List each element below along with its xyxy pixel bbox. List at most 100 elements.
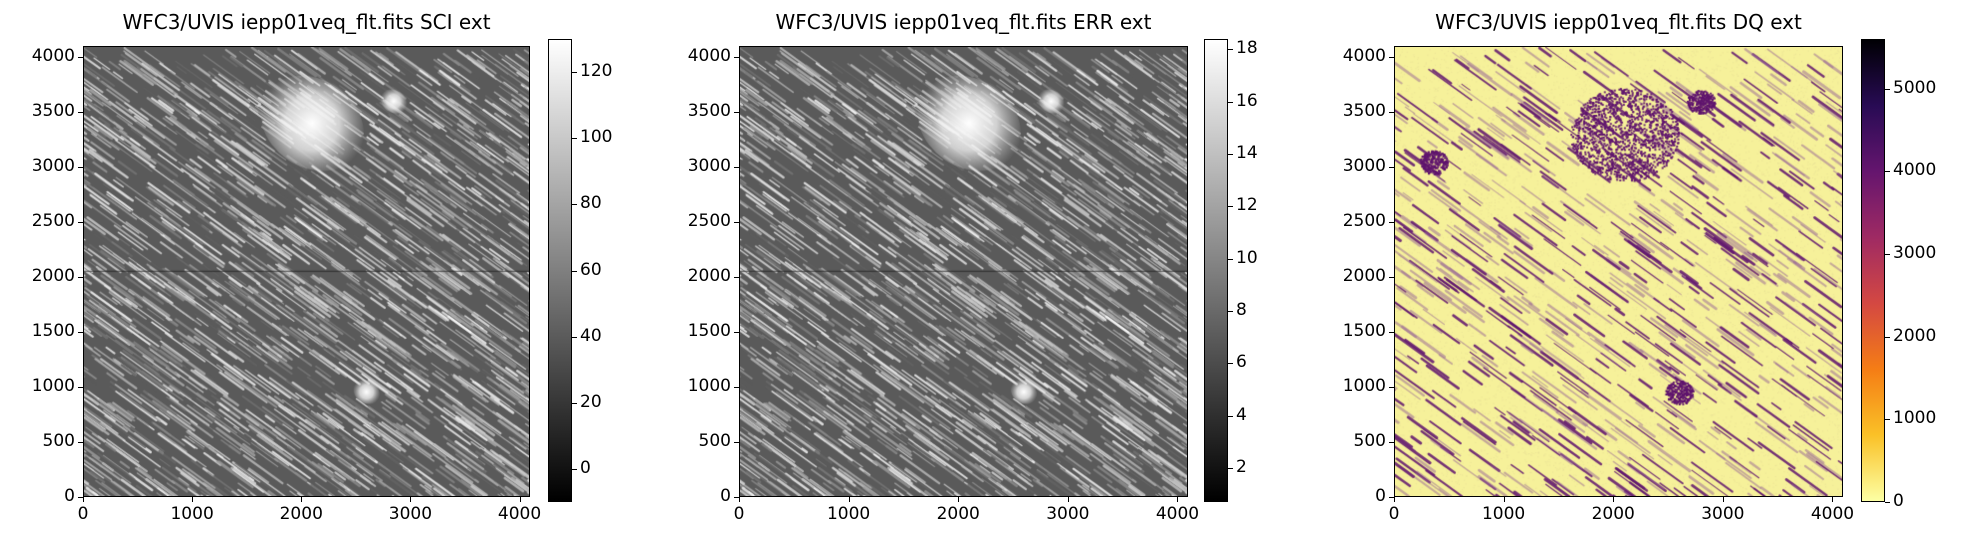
colorbar-tick-mark (572, 72, 577, 74)
colorbar-tick-label: 5000 (1893, 77, 1937, 98)
image-axes (1394, 46, 1843, 497)
colorbar-tick-mark (1228, 258, 1233, 260)
colorbar-tick-label: 2 (1236, 456, 1247, 477)
y-tick-mark (734, 331, 739, 333)
y-tick-label: 500 (42, 430, 75, 451)
colorbar-tick-mark (1228, 415, 1233, 417)
colorbar-tick-label: 14 (1236, 143, 1258, 164)
x-tick-mark (1613, 497, 1615, 502)
y-tick-label: 2000 (31, 265, 75, 286)
y-tick-label: 3000 (1342, 155, 1386, 176)
colorbar-tick-label: 4000 (1893, 160, 1937, 181)
colorbar (1861, 39, 1885, 502)
image-canvas (84, 47, 529, 496)
colorbar-tick-mark (572, 402, 577, 404)
colorbar-tick-mark (1885, 253, 1890, 255)
colorbar-tick-mark (1228, 49, 1233, 51)
image-canvas (740, 47, 1187, 496)
y-tick-label: 2500 (1342, 210, 1386, 231)
colorbar (548, 39, 572, 502)
x-tick-label: 1000 (170, 504, 214, 524)
x-tick-label: 4000 (497, 504, 542, 524)
colorbar-tick-label: 10 (1236, 247, 1258, 268)
x-tick-label: 4000 (1810, 504, 1855, 524)
colorbar-tick-label: 12 (1236, 195, 1258, 216)
y-tick-label: 3000 (31, 155, 75, 176)
y-tick-label: 3500 (1342, 100, 1386, 121)
y-tick-label: 0 (720, 486, 731, 506)
x-tick-mark (192, 497, 194, 502)
chart-title: WFC3/UVIS iepp01veq_flt.fits SCI ext (122, 10, 491, 34)
chart-title: WFC3/UVIS iepp01veq_flt.fits DQ ext (1435, 10, 1802, 34)
x-tick-mark (739, 497, 740, 502)
y-tick-mark (734, 56, 739, 58)
y-tick-label: 1500 (31, 320, 75, 341)
colorbar-tick-label: 18 (1236, 38, 1258, 59)
y-tick-mark (78, 331, 83, 333)
y-tick-label: 2000 (687, 265, 731, 286)
x-tick-label: 2000 (936, 504, 980, 524)
y-tick-mark (734, 441, 739, 443)
sci-panel: WFC3/UVIS iepp01veq_flt.fits SCI ext 0 100… (0, 0, 655, 545)
colorbar-tick-mark (1885, 419, 1890, 421)
colorbar-tick-label: 60 (580, 259, 602, 280)
x-tick-label: 3000 (1046, 504, 1090, 524)
colorbar-tick-mark (1885, 171, 1890, 173)
y-tick-label: 1000 (1342, 375, 1386, 396)
x-tick-label: 4000 (1155, 504, 1200, 524)
image-axes (739, 46, 1188, 497)
colorbar-tick-label: 100 (580, 127, 613, 148)
y-tick-mark (78, 166, 83, 168)
x-tick-label: 2000 (279, 504, 323, 524)
colorbar-tick-mark (1228, 311, 1233, 313)
y-tick-mark (1389, 386, 1394, 388)
y-tick-label: 0 (64, 486, 75, 506)
y-tick-mark (1389, 497, 1394, 498)
y-tick-label: 2500 (31, 210, 75, 231)
x-tick-mark (1503, 497, 1505, 502)
colorbar-tick-label: 120 (580, 61, 613, 82)
y-tick-mark (1389, 56, 1394, 58)
x-tick-mark (83, 497, 84, 502)
x-tick-mark (958, 497, 960, 502)
y-tick-label: 3500 (31, 100, 75, 121)
y-tick-mark (78, 497, 83, 498)
x-tick-mark (1722, 497, 1724, 502)
colorbar-tick-label: 0 (580, 457, 591, 478)
colorbar-tick-label: 4 (1236, 404, 1247, 425)
y-tick-label: 1000 (31, 375, 75, 396)
colorbar-tick-label: 40 (580, 325, 602, 346)
x-tick-mark (1832, 497, 1834, 502)
colorbar-tick-label: 80 (580, 193, 602, 214)
colorbar-tick-mark (1885, 502, 1890, 503)
x-tick-mark (1067, 497, 1069, 502)
image-canvas (1395, 47, 1842, 496)
y-tick-mark (734, 386, 739, 388)
colorbar-tick-mark (1228, 206, 1233, 208)
y-tick-label: 3500 (687, 100, 731, 121)
image-axes (83, 46, 530, 497)
x-tick-mark (519, 497, 521, 502)
colorbar (1204, 39, 1228, 502)
y-tick-mark (734, 111, 739, 113)
y-tick-mark (78, 276, 83, 278)
chart-title: WFC3/UVIS iepp01veq_flt.fits ERR ext (775, 10, 1152, 34)
y-tick-label: 2500 (687, 210, 731, 231)
x-tick-label: 0 (1388, 504, 1400, 524)
x-tick-label: 1000 (1481, 504, 1526, 524)
colorbar-tick-mark (572, 336, 577, 338)
colorbar-tick-label: 8 (1236, 300, 1247, 321)
y-tick-mark (1389, 111, 1394, 113)
x-tick-label: 3000 (1701, 504, 1745, 524)
y-tick-label: 1000 (687, 375, 731, 396)
colorbar-tick-mark (1228, 363, 1233, 365)
y-tick-label: 500 (698, 430, 731, 451)
y-tick-mark (1389, 166, 1394, 168)
colorbar-tick-label: 0 (1893, 491, 1904, 511)
colorbar-tick-mark (1885, 336, 1890, 338)
colorbar-tick-label: 1000 (1893, 408, 1937, 429)
y-tick-label: 4000 (687, 45, 731, 66)
err-panel: WFC3/UVIS iepp01veq_flt.fits ERR ext 0 100… (655, 0, 1310, 545)
x-tick-mark (410, 497, 412, 502)
y-tick-mark (1389, 221, 1394, 223)
